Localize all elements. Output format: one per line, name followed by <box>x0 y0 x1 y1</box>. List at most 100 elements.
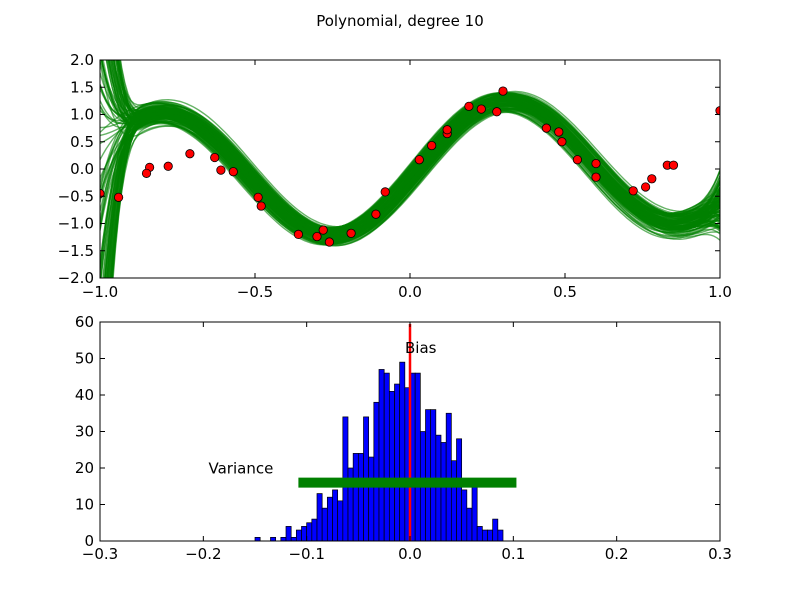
y-tick-label: −0.5 <box>58 187 94 205</box>
y-tick-label: −1.5 <box>58 242 94 260</box>
data-point <box>210 152 220 163</box>
data-point <box>668 160 679 170</box>
x-tick-label: 0.3 <box>708 545 732 563</box>
data-point <box>557 137 567 147</box>
fitted-curve <box>100 94 720 278</box>
fitted-curve <box>100 60 720 230</box>
histogram-bar <box>352 453 359 541</box>
data-point <box>464 101 474 111</box>
histogram-bar <box>316 493 323 541</box>
y-tick-label: 0.0 <box>70 160 94 178</box>
data-point <box>647 174 657 184</box>
histogram-bar <box>337 500 344 541</box>
data-point <box>476 104 486 114</box>
histogram-bar <box>425 409 432 541</box>
histogram-bar <box>254 536 261 541</box>
data-point <box>346 228 356 238</box>
data-point <box>591 158 601 169</box>
data-point <box>324 237 334 247</box>
histogram-bar <box>440 442 447 541</box>
histogram-bar <box>487 529 494 541</box>
histogram-bar <box>368 456 375 541</box>
x-tick-label: −0.1 <box>288 545 324 563</box>
histogram-bar <box>295 529 302 541</box>
y-tick-label: 30 <box>75 423 94 441</box>
histogram-bar <box>492 518 499 541</box>
fitted-curve <box>105 103 720 278</box>
histogram-bar <box>430 409 437 541</box>
data-point <box>414 155 424 165</box>
histogram-bar <box>270 536 277 541</box>
data-point <box>318 225 328 235</box>
data-point <box>216 165 226 175</box>
x-tick-label: 0.0 <box>398 545 422 563</box>
data-point <box>572 155 583 165</box>
x-tick-label: 0.2 <box>605 545 629 563</box>
data-point <box>498 86 508 96</box>
histogram-bar <box>414 372 421 541</box>
data-point <box>163 161 173 171</box>
histogram-bar <box>378 369 385 541</box>
y-tick-label: 10 <box>75 496 94 514</box>
data-point <box>114 192 124 202</box>
y-tick-label: 50 <box>75 350 94 368</box>
y-tick-label: 40 <box>75 386 94 404</box>
histogram-bar <box>357 453 364 541</box>
variance-label: Variance <box>209 459 274 477</box>
x-tick-label: 0.5 <box>553 283 577 301</box>
figure-title: Polynomial, degree 10 <box>316 12 484 30</box>
histogram-bar <box>301 526 308 541</box>
data-point <box>492 107 502 117</box>
fitted-curve <box>107 60 720 237</box>
x-tick-label: 0.1 <box>501 545 525 563</box>
data-point <box>541 123 552 133</box>
histogram-bar <box>285 526 292 541</box>
x-tick-label: −0.2 <box>185 545 221 563</box>
data-point <box>371 209 381 219</box>
x-tick-label: −0.5 <box>237 283 273 301</box>
y-tick-label: 0.5 <box>70 133 94 151</box>
data-point <box>640 182 651 192</box>
x-tick-label: −1.0 <box>82 283 118 301</box>
y-tick-label: 1.0 <box>70 106 94 124</box>
histogram-bar <box>311 518 318 541</box>
histogram-bar <box>290 536 297 541</box>
histogram-bar <box>373 401 380 541</box>
histogram-bar <box>399 361 406 541</box>
data-point <box>427 140 437 151</box>
x-tick-label: −0.3 <box>82 545 118 563</box>
histogram-bar <box>321 507 328 541</box>
bottom-axis-ticks: −0.3 −0.2 −0.1 0.0 0.1 0.2 0.3 0 10 20 30 40 50 60 <box>75 313 732 563</box>
data-point <box>628 186 638 196</box>
data-point <box>256 201 266 211</box>
histogram-bar <box>466 507 473 541</box>
histogram-bar <box>326 496 333 541</box>
histogram-bar <box>388 391 395 541</box>
histogram-bars <box>254 361 504 541</box>
histogram-bar <box>332 489 339 541</box>
y-tick-label: 20 <box>75 459 94 477</box>
y-tick-label: 1.5 <box>70 78 94 96</box>
histogram-bar <box>497 529 504 541</box>
data-points <box>100 86 720 247</box>
top-axis-ticks: −1.0 −0.5 0.0 0.5 1.0 −2.0 −1.5 −1.0 −0.5 0.0 0.5 1… <box>58 51 732 301</box>
histogram-bar <box>306 522 313 541</box>
fitted-curve <box>100 105 720 242</box>
y-tick-label: 0 <box>84 532 94 550</box>
histogram-bar <box>456 438 463 541</box>
histogram-bar <box>445 412 452 541</box>
fitted-curves <box>100 60 720 278</box>
y-tick-label: −2.0 <box>58 269 94 287</box>
data-point <box>591 172 601 182</box>
data-point <box>312 231 322 242</box>
y-tick-label: −1.0 <box>58 215 94 233</box>
histogram-bar <box>481 529 488 541</box>
y-tick-label: 60 <box>75 313 94 331</box>
data-point <box>185 149 195 159</box>
y-tick-label: 2.0 <box>70 51 94 69</box>
data-point <box>380 187 390 197</box>
fitted-curve <box>112 97 720 278</box>
histogram-bar <box>450 460 457 541</box>
data-point <box>554 127 564 137</box>
